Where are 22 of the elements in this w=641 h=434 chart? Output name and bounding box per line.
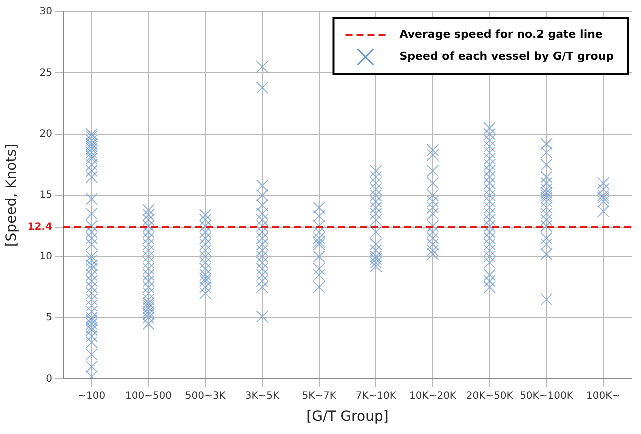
- x-tick-label: 500~3K: [185, 390, 226, 402]
- y-axis-title: [Speed, Knots]: [4, 144, 20, 248]
- y-tick-label: 10: [40, 251, 52, 262]
- x-tick-label: ~100: [78, 390, 106, 402]
- y-tick-label: 15: [40, 190, 52, 202]
- x-axis-title: [G/T Group]: [306, 409, 389, 426]
- x-tick-label: 100K~: [586, 390, 621, 402]
- x-tick-label: 3K~5K: [245, 390, 280, 402]
- legend-label: Average speed for no.2 gate line: [400, 28, 603, 41]
- y-tick-label: 25: [40, 68, 52, 79]
- y-tick-label: 12.4: [28, 222, 52, 234]
- x-tick-label: 100~500: [125, 390, 172, 402]
- x-tick-label: 10K~20K: [410, 390, 457, 402]
- x-tick-label: 5K~7K: [302, 390, 337, 402]
- y-tick-label: 20: [40, 128, 52, 140]
- x-tick-label: 7K~10K: [356, 390, 397, 402]
- y-tick-label: 0: [46, 374, 52, 385]
- legend-label: Speed of each vessel by G/T group: [400, 50, 614, 63]
- y-tick-label: 5: [46, 312, 52, 324]
- x-tick-label: 20K~50K: [466, 390, 514, 402]
- x-tick-label: 50K~100K: [520, 390, 574, 402]
- y-tick-label: 30: [40, 6, 52, 18]
